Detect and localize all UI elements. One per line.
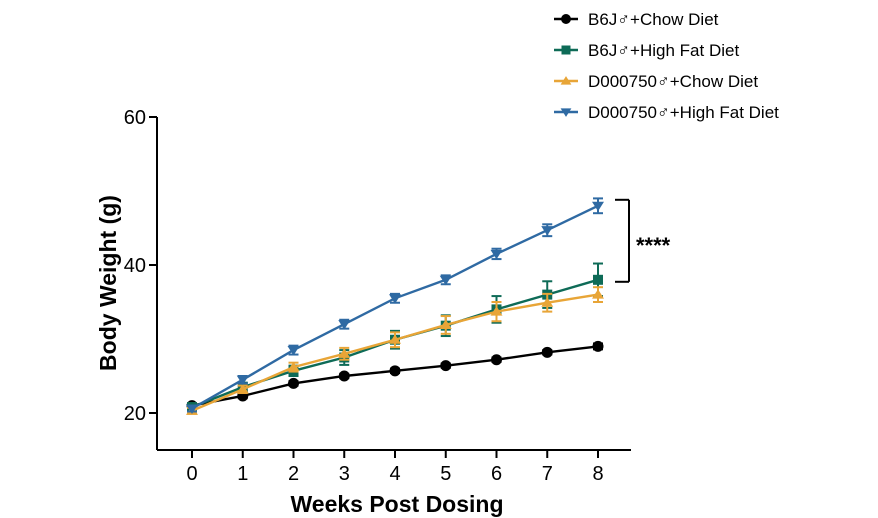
data-point	[593, 274, 603, 285]
data-point	[236, 383, 249, 394]
series-4	[186, 197, 604, 414]
legend-marker	[560, 108, 572, 117]
data-point	[338, 370, 350, 382]
x-tick-label: 2	[288, 463, 299, 485]
significance-label: ****	[636, 233, 671, 258]
legend-marker	[560, 76, 572, 85]
data-point	[389, 365, 401, 377]
data-point	[236, 375, 249, 386]
data-point	[288, 377, 299, 389]
legend-item-3: D000750♂+Chow Diet	[554, 72, 758, 91]
legend-item-1: B6J♂+Chow Diet	[554, 10, 719, 29]
x-tick-label: 4	[389, 463, 400, 485]
data-point	[389, 294, 401, 304]
data-point	[440, 360, 452, 372]
data-point	[592, 340, 604, 352]
data-point	[592, 289, 604, 299]
data-point	[338, 320, 351, 330]
x-tick-label: 0	[186, 463, 197, 485]
axes: 20 40 60 0 1 2 3 4 5 6 7 8	[124, 107, 631, 485]
x-tick-label: 8	[592, 463, 603, 485]
data-point	[186, 404, 198, 414]
x-axis-label: Weeks Post Dosing	[290, 491, 503, 517]
x-tick-label: 3	[339, 463, 350, 485]
x-tick-label: 6	[491, 463, 502, 485]
legend-marker	[561, 45, 571, 55]
legend: B6J♂+Chow Diet B6J♂+High Fat Diet D000750♂…	[554, 10, 779, 122]
significance-annotation: ****	[615, 198, 671, 283]
legend-label: D000750♂+Chow Diet	[588, 72, 758, 91]
y-tick-label: 20	[124, 403, 146, 425]
y-tick-label: 60	[124, 107, 146, 129]
data-point	[491, 354, 502, 366]
y-tick-label: 40	[124, 255, 146, 277]
data-point	[287, 361, 300, 372]
data-point	[541, 226, 554, 236]
series-line	[191, 204, 599, 410]
legend-label: B6J♂+Chow Diet	[588, 10, 719, 29]
x-tick-label: 7	[542, 463, 553, 485]
data-point	[338, 348, 351, 358]
data-point	[439, 319, 452, 329]
data-point	[490, 306, 503, 316]
data-point	[389, 334, 401, 344]
plot-area: ****	[186, 197, 671, 415]
data-point	[439, 275, 452, 286]
y-axis-label: Body Weight (g)	[95, 195, 121, 371]
legend-label: B6J♂+High Fat Diet	[588, 41, 739, 60]
data-point	[541, 297, 554, 307]
legend-label: D000750♂+High Fat Diet	[588, 103, 779, 122]
data-point	[287, 346, 300, 356]
legend-item-2: B6J♂+High Fat Diet	[554, 41, 739, 60]
data-point	[490, 249, 503, 260]
series-3	[186, 286, 604, 415]
data-point	[592, 201, 604, 212]
x-tick-label: 1	[237, 463, 248, 485]
legend-marker	[561, 14, 571, 24]
legend-item-4: D000750♂+High Fat Diet	[554, 103, 779, 122]
data-point	[541, 346, 553, 358]
x-tick-label: 5	[440, 463, 451, 485]
